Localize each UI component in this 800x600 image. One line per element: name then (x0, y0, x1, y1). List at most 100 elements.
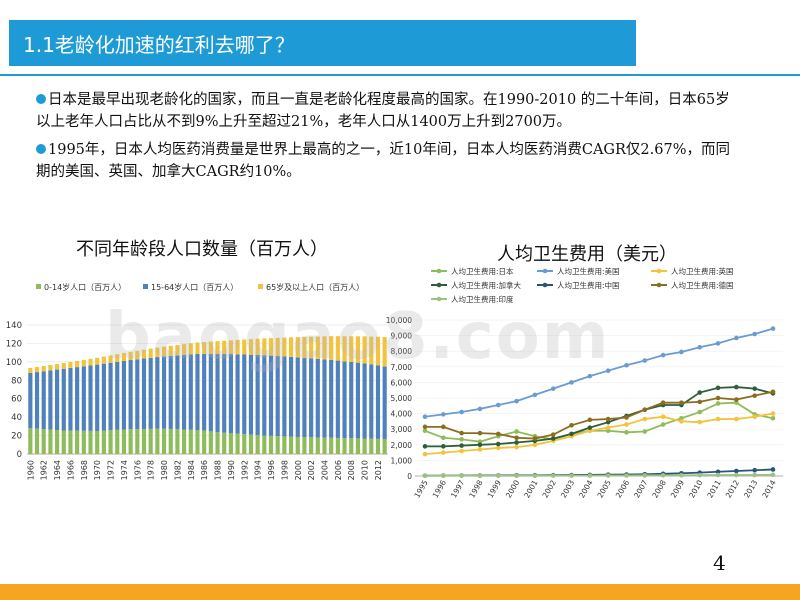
data-point (587, 417, 593, 423)
bar-segment (235, 339, 240, 355)
bar-segment (88, 430, 93, 454)
bar-segment (128, 351, 133, 361)
bar-segment (195, 342, 200, 355)
data-point (495, 431, 501, 437)
data-point (770, 467, 776, 472)
x-tick-label: 1980 (160, 460, 169, 480)
header-band (9, 20, 636, 66)
bar-segment (81, 366, 86, 431)
bar-segment (141, 428, 147, 454)
legend-marker (436, 268, 442, 274)
bullet-text-1: 日本是最早出现老龄化的国家，而且一直是老龄化程度最高的国家。在1990-2010… (36, 92, 730, 130)
y-tick-label: 120 (6, 339, 22, 349)
data-point (514, 435, 519, 441)
bar-segment (215, 354, 220, 432)
data-point (715, 395, 721, 401)
y-tick-label: 2,000 (391, 441, 413, 450)
bar-segment (161, 346, 167, 357)
data-point (679, 349, 684, 355)
data-point (734, 416, 739, 422)
bar-segment (128, 360, 133, 430)
data-point (477, 447, 483, 452)
x-tick-label: 2004 (577, 478, 594, 499)
bar-segment (48, 365, 53, 371)
data-point (624, 362, 629, 368)
bar-segment (161, 428, 167, 454)
data-point (642, 407, 648, 412)
data-point (422, 414, 428, 420)
y-tick-label: 0 (407, 472, 412, 481)
bar-segment (382, 337, 387, 367)
data-point (679, 472, 684, 478)
data-point (605, 416, 611, 422)
data-point (605, 473, 611, 478)
bar-segment (168, 428, 173, 454)
population-chart-title: 不同年龄段人口数量（百万人） (76, 239, 328, 260)
bar-segment (41, 429, 46, 454)
x-tick-label: 1997 (449, 478, 466, 499)
data-point (459, 448, 464, 454)
bar-segment (255, 338, 260, 355)
data-point (532, 473, 538, 478)
bar-segment (61, 368, 66, 431)
data-point (679, 400, 684, 405)
data-point (752, 386, 757, 391)
header-divider (0, 74, 800, 76)
data-point (550, 473, 556, 478)
x-tick-label: 1964 (53, 460, 62, 480)
legend-label: 15-64岁人口（百万人） (151, 282, 238, 292)
bar-segment (335, 360, 340, 438)
x-tick-label: 2006 (614, 478, 631, 499)
bar-segment (228, 433, 233, 454)
bar-segment (342, 438, 347, 454)
data-point (734, 335, 739, 341)
data-point (770, 472, 776, 478)
x-tick-label: 1988 (214, 460, 223, 480)
data-point (422, 451, 428, 457)
data-point (422, 428, 428, 434)
bar-segment (121, 353, 127, 361)
bar-segment (355, 362, 360, 439)
data-point (441, 424, 446, 430)
x-tick-label: 1990 (227, 460, 236, 480)
bullet-dot-icon (36, 144, 46, 154)
data-point (624, 415, 629, 420)
bar-segment (295, 337, 300, 358)
data-point (770, 389, 776, 395)
data-point (697, 390, 703, 395)
y-tick-label: 100 (6, 358, 22, 368)
data-point (495, 445, 501, 451)
bar-segment (329, 336, 334, 360)
data-point (642, 416, 648, 422)
bar-segment (195, 354, 200, 431)
x-tick-label: 1962 (40, 460, 49, 480)
bar-segment (148, 357, 153, 429)
bar-segment (362, 363, 367, 439)
bar-segment (75, 430, 80, 454)
bar-segment (369, 336, 374, 365)
bar-segment (215, 341, 220, 355)
data-point (605, 425, 611, 430)
bar-segment (262, 355, 267, 436)
data-point (697, 345, 703, 350)
bar-segment (34, 366, 40, 373)
bar-segment (268, 338, 274, 356)
bar-segment (295, 436, 300, 454)
bar-segment (208, 431, 213, 454)
bar-segment (228, 340, 233, 355)
legend-label: 人均卫生费用:美国 (557, 266, 620, 276)
bar-segment (295, 357, 300, 437)
bar-segment (141, 349, 147, 359)
data-point (569, 380, 574, 385)
bar-segment (182, 354, 187, 430)
data-point (660, 400, 666, 405)
data-point (770, 326, 776, 331)
bar-segment (242, 354, 247, 435)
bar-segment (215, 431, 220, 454)
bar-segment (55, 364, 60, 370)
bar-segment (202, 342, 207, 355)
bar-segment (155, 347, 160, 358)
data-point (441, 435, 446, 441)
x-tick-label: 2006 (334, 460, 343, 480)
legend-swatch (143, 284, 148, 289)
